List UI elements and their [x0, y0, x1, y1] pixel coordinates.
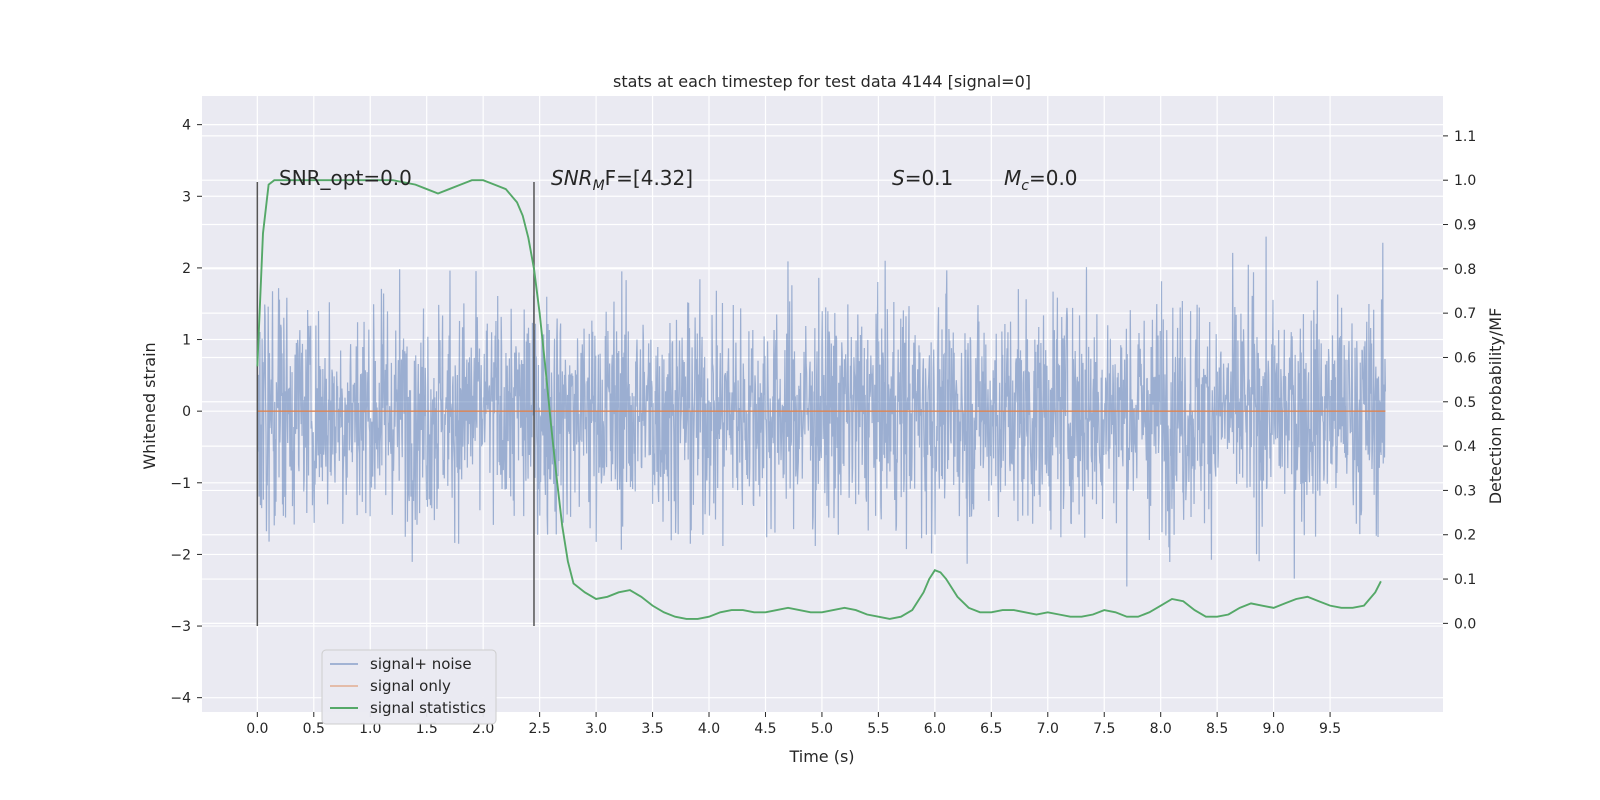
y-axis-left-label: Whitened strain	[140, 342, 159, 469]
annotation-snr-mf-sub: M	[593, 178, 605, 194]
legend-box	[321, 649, 497, 725]
annotation-snr-mf-symbol: SNR	[551, 166, 593, 190]
series-signal-statistics	[256, 179, 1382, 620]
x-axis-ticks: 0.0 0.5 1.0 1.5 2.0 2.5 3.0 3.5 4.0 4.5 5.0 5.5 6.0 6…	[246, 712, 1341, 737]
x-tick-label: 1.0	[359, 721, 381, 737]
x-tick-label: 9.5	[1319, 721, 1341, 737]
x-tick-label: 4.0	[698, 721, 720, 737]
y-right-tick-label: 0.3	[1454, 483, 1476, 499]
annotation-s: S=0.1	[892, 166, 953, 190]
y-left-tick-label: 1	[182, 333, 191, 349]
x-tick-label: 5.0	[811, 721, 833, 737]
y-left-tick-label: 4	[182, 118, 191, 134]
y-left-tick-label: −1	[170, 476, 191, 492]
y-left-tick-label: 3	[182, 189, 191, 205]
x-tick-label: 6.5	[980, 721, 1002, 737]
y-left-tick-label: 0	[182, 404, 191, 420]
legend-label-signal-statistics: signal statistics	[370, 699, 486, 717]
x-tick-label: 3.5	[641, 721, 663, 737]
y-right-tick-label: 1.1	[1454, 129, 1476, 145]
legend-label-signal-noise: signal+ noise	[370, 655, 472, 673]
y-left-tick-label: −2	[170, 547, 191, 563]
chart-title: stats at each timestep for test data 414…	[613, 72, 1031, 91]
y-right-tick-label: 0.7	[1454, 306, 1476, 322]
x-tick-label: 6.0	[924, 721, 946, 737]
annotation-snr-opt: SNR_opt=0.0	[279, 166, 412, 190]
y-axis-left-ticks: −4 −3 −2 −1 0 1 2 3 4	[170, 118, 202, 707]
y-right-tick-label: 0.8	[1454, 262, 1476, 278]
x-tick-label: 2.5	[529, 721, 551, 737]
annotation-snr-mf: SNRMF=[4.32]	[551, 166, 693, 194]
x-tick-label: 3.0	[585, 721, 607, 737]
x-tick-label: 0.0	[246, 721, 268, 737]
legend: signal+ noise signal only signal statist…	[321, 649, 497, 725]
annotation-s-symbol: S	[892, 166, 905, 190]
y-right-tick-label: 0.2	[1454, 528, 1476, 544]
window-markers	[256, 181, 535, 627]
y-right-tick-label: 0.6	[1454, 350, 1476, 366]
y-right-tick-label: 0.0	[1454, 616, 1476, 632]
x-tick-label: 0.5	[303, 721, 325, 737]
y-left-tick-label: 2	[182, 261, 191, 277]
annotation-mc: Mc=0.0	[1004, 166, 1078, 194]
y-left-tick-label: −3	[170, 619, 191, 635]
x-tick-label: 9.0	[1262, 721, 1284, 737]
y-right-tick-label: 0.4	[1454, 439, 1476, 455]
y-axis-right-ticks: 0.0 0.1 0.2 0.3 0.4 0.5 0.6 0.7 0.8 0.9 1.0 1.1	[1443, 129, 1476, 632]
annotation-snr-mf-tail: F=[4.32]	[605, 166, 693, 190]
y-right-tick-label: 1.0	[1454, 173, 1476, 189]
x-tick-label: 5.5	[867, 721, 889, 737]
x-tick-label: 1.5	[416, 721, 438, 737]
x-tick-label: 8.5	[1206, 721, 1228, 737]
x-tick-label: 4.5	[754, 721, 776, 737]
x-tick-label: 2.0	[472, 721, 494, 737]
y-right-tick-label: 0.9	[1454, 218, 1476, 234]
x-tick-label: 7.5	[1093, 721, 1115, 737]
series-signal-noise	[256, 236, 1387, 587]
x-tick-label: 7.0	[1037, 721, 1059, 737]
x-tick-label: 8.0	[1150, 721, 1172, 737]
annotation-mc-sub: c	[1021, 178, 1029, 194]
x-axis-label: Time (s)	[788, 747, 854, 766]
y-right-tick-label: 0.5	[1454, 395, 1476, 411]
annotation-mc-value: =0.0	[1029, 166, 1078, 190]
legend-label-signal-only: signal only	[370, 677, 451, 695]
annotation-s-value: =0.1	[905, 166, 954, 190]
y-left-tick-label: −4	[170, 691, 191, 707]
noise-trace	[256, 236, 1387, 587]
y-axis-right-label: Detection probability/MF	[1486, 308, 1505, 505]
y-right-tick-label: 0.1	[1454, 572, 1476, 588]
annotation-mc-symbol: M	[1004, 166, 1021, 190]
